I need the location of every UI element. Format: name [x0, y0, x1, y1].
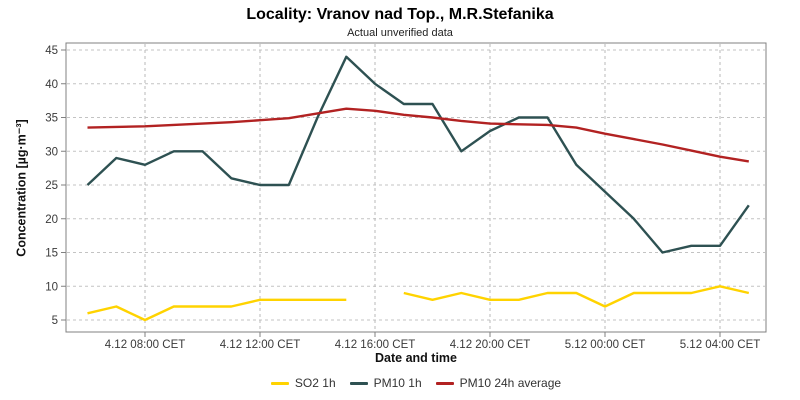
x-axis-label: Date and time	[375, 351, 457, 365]
legend-swatch-so2-1h	[270, 381, 289, 385]
series-line-pm10-1h	[86, 55, 750, 254]
legend-swatch-pm10-1h	[349, 381, 368, 385]
y-tick-label: 25	[45, 180, 58, 192]
y-tick-label: 10	[45, 281, 58, 293]
y-tick-label: 5	[52, 315, 58, 327]
x-tick-label: 4.12 12:00 CET	[220, 339, 301, 351]
series-line-pm10-24h-average	[87, 107, 749, 163]
x-tick-label: 5.12 00:00 CET	[565, 339, 646, 351]
legend-item-pm10-24h: PM10 24h average	[435, 376, 562, 390]
y-tick-label: 45	[45, 45, 58, 57]
plot-border	[65, 42, 767, 333]
series-line-so2-1h	[87, 285, 750, 322]
y-axis-label: Concentration [µg·m⁻³]	[14, 119, 29, 257]
x-tick-label: 4.12 08:00 CET	[105, 339, 186, 351]
legend-swatch-pm10-24h	[435, 381, 454, 385]
y-tick-label: 20	[45, 214, 58, 226]
legend-label-pm10-1h: PM10 1h	[373, 376, 422, 390]
chart-title: Locality: Vranov nad Top., M.R.Stefanika	[246, 6, 554, 23]
legend-label-pm10-24h: PM10 24h average	[459, 376, 562, 390]
x-tick-label: 5.12 04:00 CET	[680, 339, 761, 351]
legend-item-pm10-1h: PM10 1h	[349, 376, 422, 390]
y-tick-label: 35	[45, 113, 58, 125]
y-tick-label: 40	[45, 79, 58, 91]
legend-item-so2-1h: SO2 1h	[270, 376, 336, 390]
chart-subtitle: Actual unverified data	[347, 27, 453, 39]
x-tick-label: 4.12 16:00 CET	[335, 339, 416, 351]
legend-label-so2-1h: SO2 1h	[294, 376, 336, 390]
legend: SO2 1h PM10 1h PM10 24h average	[66, 376, 766, 390]
y-tick-label: 15	[45, 248, 58, 260]
x-tick-label: 4.12 20:00 CET	[450, 339, 531, 351]
y-tick-label: 30	[45, 146, 58, 158]
